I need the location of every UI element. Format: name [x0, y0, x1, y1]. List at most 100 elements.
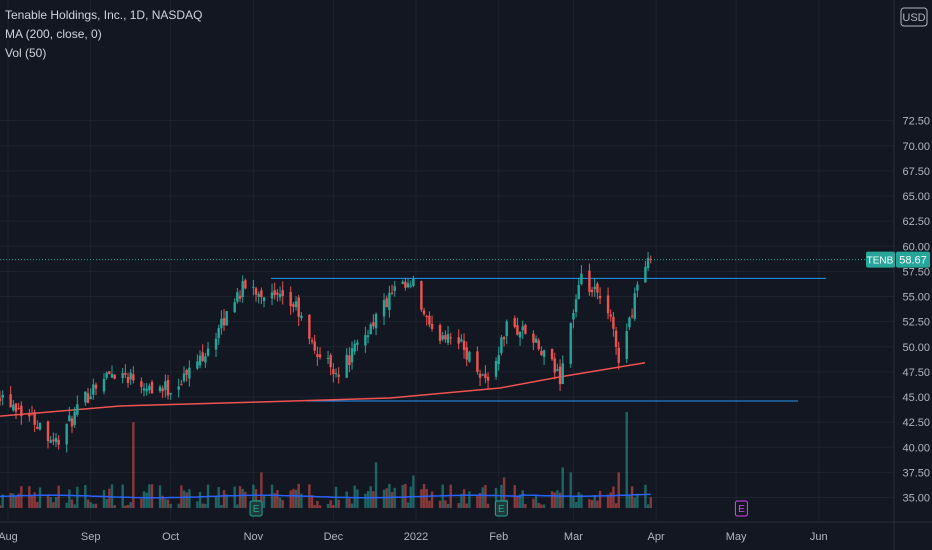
candle-body	[550, 348, 554, 360]
candle-body	[540, 351, 543, 356]
legend-title[interactable]: Tenable Holdings, Inc., 1D, NASDAQ	[5, 8, 203, 22]
candle-body	[646, 257, 650, 269]
volume-bar	[625, 412, 628, 509]
candle-body	[233, 302, 236, 313]
volume-bar	[278, 497, 282, 509]
volume-bar	[225, 494, 228, 509]
volume-bar	[500, 484, 503, 509]
candle-body	[76, 404, 79, 415]
candle-body	[164, 381, 167, 390]
candle-body	[500, 337, 503, 353]
candle-body	[486, 376, 490, 381]
candle-body	[425, 316, 428, 318]
chart-legend: Tenable Holdings, Inc., 1D, NASDAQ MA (2…	[5, 6, 202, 63]
candle-body	[105, 372, 108, 378]
x-tick-label: Jun	[810, 531, 828, 543]
candle-body	[0, 398, 2, 401]
volume-bar	[486, 503, 490, 509]
candle-body	[606, 295, 610, 314]
candle-body	[252, 286, 255, 288]
volume-bar	[76, 486, 79, 509]
earnings-marker: E	[734, 500, 748, 517]
candle-body	[534, 338, 538, 343]
volume-bar	[588, 499, 591, 509]
candle-body	[420, 281, 423, 310]
volume-bar	[438, 500, 442, 509]
volume-bar	[129, 502, 132, 509]
candle-body	[478, 373, 482, 378]
candle-body	[372, 322, 375, 327]
volume-bar	[542, 504, 546, 509]
volume-bar	[220, 504, 223, 509]
candle-body	[334, 373, 338, 375]
candle-body	[609, 314, 612, 317]
candle-body	[532, 333, 535, 343]
candle-body	[204, 356, 207, 363]
volume-bar	[94, 503, 98, 509]
candle-body	[332, 369, 335, 375]
candle-body	[348, 355, 351, 366]
currency-text: USD	[902, 12, 925, 24]
candle-body	[505, 321, 508, 337]
x-tick-label: Feb	[489, 531, 508, 543]
candle-body	[278, 294, 282, 298]
candle-body	[54, 437, 58, 443]
time-axis[interactable]: Aug Sep Oct Nov Dec 2022 Feb Mar Apr May Jun	[0, 531, 828, 543]
volume-bar	[649, 497, 652, 509]
volume-bar	[92, 503, 95, 509]
volume-bar	[33, 492, 36, 509]
candle-body	[633, 293, 636, 319]
candle-body	[494, 360, 498, 377]
grid	[0, 0, 894, 522]
volume-bar	[177, 503, 180, 509]
volume-bar	[460, 493, 463, 509]
volume-bar	[260, 472, 263, 509]
candle-body	[502, 337, 506, 340]
legend-ma[interactable]: MA (200, close, 0)	[5, 27, 102, 41]
candle-body	[214, 338, 218, 350]
volume-bar	[73, 504, 76, 509]
candle-body	[300, 315, 303, 319]
volume-bar	[222, 490, 226, 509]
candle-body	[409, 285, 412, 287]
y-tick-label: 62.50	[902, 216, 930, 228]
legend-volume[interactable]: Vol (50)	[5, 46, 47, 60]
volume-bar	[57, 485, 60, 509]
volume-bar	[166, 499, 170, 509]
candle-body	[182, 373, 186, 381]
volume-bar	[262, 495, 266, 509]
volume-bar	[374, 462, 378, 509]
candle-body	[129, 372, 132, 380]
volume-bar	[382, 489, 386, 509]
candle-body	[468, 351, 471, 362]
candle-body	[222, 318, 226, 326]
candle-body	[588, 270, 591, 292]
candle-body	[404, 281, 407, 288]
candle-body	[150, 381, 154, 394]
volume-bar	[609, 492, 612, 509]
volume-bar	[121, 484, 124, 509]
volume-bar	[310, 495, 314, 509]
candle-body	[393, 286, 396, 292]
candle-body	[110, 374, 114, 378]
candle-body	[364, 335, 367, 346]
volume-bar	[388, 483, 391, 509]
volume-bar	[518, 494, 522, 509]
candle-body	[241, 281, 244, 298]
x-tick-label: 2022	[404, 531, 428, 543]
candle-body	[126, 376, 130, 383]
volume-bar	[596, 500, 599, 509]
candle-body	[481, 374, 484, 376]
currency-label[interactable]: USD	[900, 7, 928, 27]
candle-body	[449, 337, 452, 339]
candle-body	[374, 313, 378, 329]
price-axis[interactable]: 35.00 37.50 40.00 42.50 45.00 47.50 50.00 52.50…	[902, 116, 930, 505]
candle-body	[316, 354, 319, 358]
candle-body	[577, 284, 580, 299]
volume-bar	[289, 490, 292, 509]
candle-body	[292, 304, 295, 307]
candle-body	[180, 384, 183, 386]
candle-body	[169, 392, 172, 395]
volume-bar	[372, 491, 375, 509]
